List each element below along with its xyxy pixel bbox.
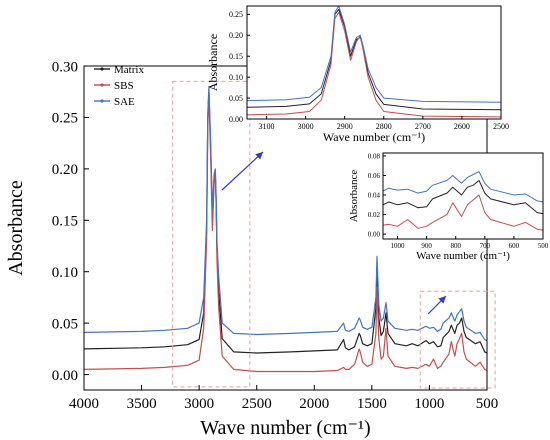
x-tick-label: 4000 [69,396,99,412]
y-tick-label: 0.00 [229,115,243,124]
x-tick-label: 500 [538,242,549,250]
y-tick-label: 0.20 [52,162,78,178]
series-line-sae [83,85,488,342]
y-tick-label: 0.10 [52,265,78,281]
y-tick-label: 0.08 [368,152,381,160]
y-tick-label: 0.30 [52,59,78,75]
series-line-matrix [382,179,544,215]
x-axis-title: Wave number (cm⁻¹) [323,130,425,144]
series-line-matrix [246,8,502,111]
y-tick-label: 0.00 [368,231,381,239]
x-tick-label: 700 [480,242,491,250]
x-tick-label: 3000 [184,396,214,412]
x-axis-title: Wave number (cm⁻¹) [200,417,370,439]
legend-marker [100,83,104,87]
zoom-region-ch-stretch [172,80,251,388]
x-tick-label: 3100 [259,122,275,131]
legend-label: SBS [114,80,134,92]
x-tick-label: 2900 [337,122,353,131]
plot-background [247,6,501,119]
chart-inset1: 3100 3000 2900 2800 2700 2600 2500 0.00 0.05 0.10… [206,5,509,144]
series-line-sae [382,171,544,203]
y-tick-label: 0.04 [368,191,381,199]
axes-frame [246,5,502,120]
x-tick-label: 600 [509,242,520,250]
legend-entry-sae: SAE [94,96,135,108]
y-axis-title: Absorbance [5,180,27,276]
y-tick-label: 0.15 [52,214,78,230]
zoom-arrow-1 [221,151,264,191]
x-tick-label: 2500 [242,396,272,412]
chart-inset2: 1000 900 800 700 600 500 0.00 0.02 0.04 0.06 0.08 W… [348,152,549,262]
y-tick-label: 0.20 [229,31,243,40]
series-line-sbs [246,11,502,118]
y-tick-label: 0.02 [368,211,381,219]
y-tick-label: 0.05 [52,316,78,332]
y-tick-label: 0.15 [229,52,243,61]
x-tick-label: 2700 [415,122,431,131]
y-tick-label: 0.25 [229,10,243,19]
x-tick-label: 1000 [391,242,406,250]
legend-entry-matrix: Matrix [94,64,144,76]
zoom-arrow-2 [427,295,447,315]
series-line-sbs [83,94,488,373]
y-tick-label: 0.00 [52,368,78,384]
x-tick-label: 800 [450,242,461,250]
y-axis-title: Absorbance [348,170,360,223]
zoom-region-fingerprint [419,290,496,389]
x-tick-label: 500 [476,396,499,412]
x-tick-label: 900 [421,242,432,250]
axes-frame [382,152,544,240]
x-tick-label: 2500 [493,122,509,131]
legend-marker [100,67,104,71]
legend-label: Matrix [114,64,144,76]
y-axis-title: Absorbance [206,34,220,91]
y-tick-label: 0.06 [368,172,381,180]
series-line-sae [246,5,502,103]
x-tick-label: 3000 [298,122,314,131]
x-tick-label: 1500 [357,396,387,412]
x-tick-label: 3500 [127,396,157,412]
x-tick-label: 2000 [299,396,329,412]
legend-entry-sbs: SBS [94,80,134,92]
series-line-sbs [382,194,544,231]
y-tick-label: 0.05 [229,94,243,103]
legend-marker [100,99,104,103]
x-tick-label: 2600 [454,122,470,131]
legend-label: SAE [114,96,135,108]
x-axis-title: Wave number (cm⁻¹) [416,250,510,262]
plot-background [383,153,543,239]
x-tick-label: 2800 [376,122,392,131]
x-tick-label: 1000 [414,396,444,412]
y-tick-label: 0.25 [52,111,78,127]
y-tick-label: 0.10 [229,73,243,82]
